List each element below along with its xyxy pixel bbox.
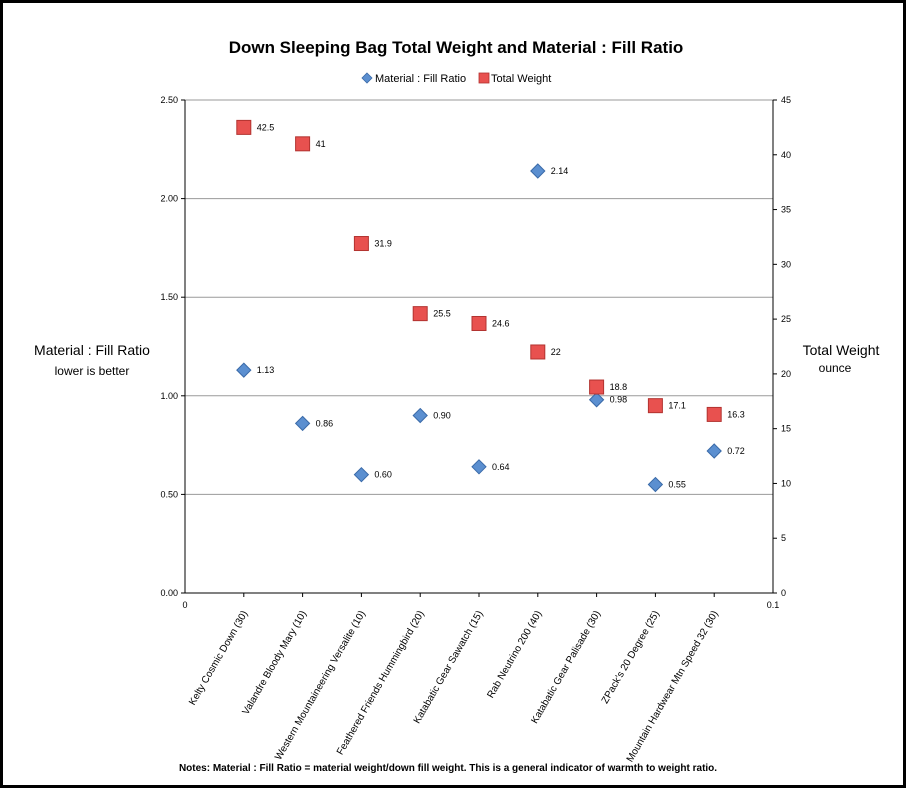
x-tick-label: 0 [182, 600, 187, 610]
weight-point [236, 119, 252, 135]
weight-point [295, 136, 311, 152]
ratio-data-label: 0.60 [374, 470, 392, 480]
legend-square-marker [478, 72, 490, 84]
left-tick-label: 1.00 [160, 391, 178, 401]
category-label: Kelty Cosmic Down (30) [187, 609, 250, 707]
ratio-data-label: 0.90 [433, 411, 451, 421]
axes [184, 100, 774, 594]
ratio-data-label: 0.64 [492, 462, 510, 472]
weight-point [471, 315, 487, 331]
right-tick-label: 45 [781, 95, 791, 105]
left-tick-label: 2.00 [160, 194, 178, 204]
right-tick-label: 20 [781, 369, 791, 379]
legend-label-ratio: Material : Fill Ratio [375, 73, 466, 85]
weight-point [589, 379, 605, 395]
right-tick-label: 15 [781, 424, 791, 434]
weight-data-label: 24.6 [492, 318, 510, 328]
weight-data-label: 25.5 [433, 309, 451, 319]
x-axis-ticks: 0 0.1 [182, 600, 779, 610]
left-tick-label: 0.00 [160, 588, 178, 598]
ratio-point [471, 459, 487, 475]
category-labels: Kelty Cosmic Down (30)Valandre Bloody Ma… [187, 593, 721, 764]
ratio-point [353, 466, 370, 483]
right-tick-label: 35 [781, 205, 791, 215]
data-marks: 1.13 0.86 0.60 0.90 0.64 2.14 0.98 0.55 0.72 42.5… [236, 119, 745, 493]
right-tick-label: 30 [781, 259, 791, 269]
ratio-point [588, 392, 605, 408]
ratio-point [412, 407, 428, 424]
weight-data-label: 31.9 [374, 239, 392, 249]
ratio-data-label: 0.55 [668, 480, 686, 490]
weight-point [706, 406, 722, 422]
legend-label-weight: Total Weight [491, 73, 551, 85]
left-axis-subtitle: lower is better [55, 364, 130, 378]
right-tick-label: 5 [781, 533, 786, 543]
ratio-data-label: 2.14 [551, 166, 569, 176]
ratio-point [236, 362, 252, 378]
category-label: ZPack's 20 Degree (25) [600, 609, 662, 706]
right-axis-title: Total Weight [803, 342, 880, 358]
category-label: Katabatic Gear Sawatch (15) [412, 609, 486, 726]
ratio-point [530, 163, 546, 179]
left-tick-label: 2.50 [160, 95, 178, 105]
right-axis-ticks: 0 5 10 15 20 25 30 35 40 45 [773, 95, 791, 598]
ratio-point [647, 476, 664, 493]
category-label: Rab Neutrino 200 (40) [485, 609, 544, 700]
ratio-point [294, 415, 311, 432]
ratio-data-label: 1.13 [257, 365, 275, 375]
weight-point [530, 344, 546, 360]
chart-note: Notes: Material : Fill Ratio = material … [179, 763, 717, 774]
legend-diamond-marker [361, 72, 373, 84]
right-tick-label: 0 [781, 588, 786, 598]
chart-title: Down Sleeping Bag Total Weight and Mater… [229, 38, 684, 57]
weight-point [412, 306, 428, 322]
gridlines [185, 99, 773, 495]
right-tick-label: 25 [781, 314, 791, 324]
legend: Material : Fill Ratio Total Weight [361, 72, 551, 85]
weight-data-label: 42.5 [257, 122, 275, 132]
weight-data-label: 41 [316, 139, 326, 149]
chart-svg: Down Sleeping Bag Total Weight and Mater… [34, 38, 880, 774]
left-axis-ticks: 0.00 0.50 1.00 1.50 2.00 2.50 [160, 95, 185, 598]
right-tick-label: 10 [781, 478, 791, 488]
weight-point [353, 236, 369, 252]
weight-data-label: 22 [551, 347, 561, 357]
left-tick-label: 1.50 [160, 292, 178, 302]
ratio-point [706, 443, 722, 459]
weight-data-label: 17.1 [668, 401, 686, 411]
category-label: Valandre Bloody Mary (10) [241, 609, 310, 717]
ratio-data-label: 0.98 [610, 395, 628, 405]
weight-point [647, 398, 663, 414]
category-label: Katabatic Gear Palisade (30) [529, 609, 603, 726]
weight-data-label: 18.8 [610, 382, 628, 392]
left-axis-title: Material : Fill Ratio [34, 342, 150, 358]
x-tick-label: 0.1 [767, 600, 780, 610]
ratio-data-label: 0.86 [316, 418, 334, 428]
right-axis-subtitle: ounce [819, 361, 852, 375]
left-tick-label: 0.50 [160, 489, 178, 499]
ratio-data-label: 0.72 [727, 446, 745, 456]
weight-data-label: 16.3 [727, 409, 745, 419]
right-tick-label: 40 [781, 150, 791, 160]
